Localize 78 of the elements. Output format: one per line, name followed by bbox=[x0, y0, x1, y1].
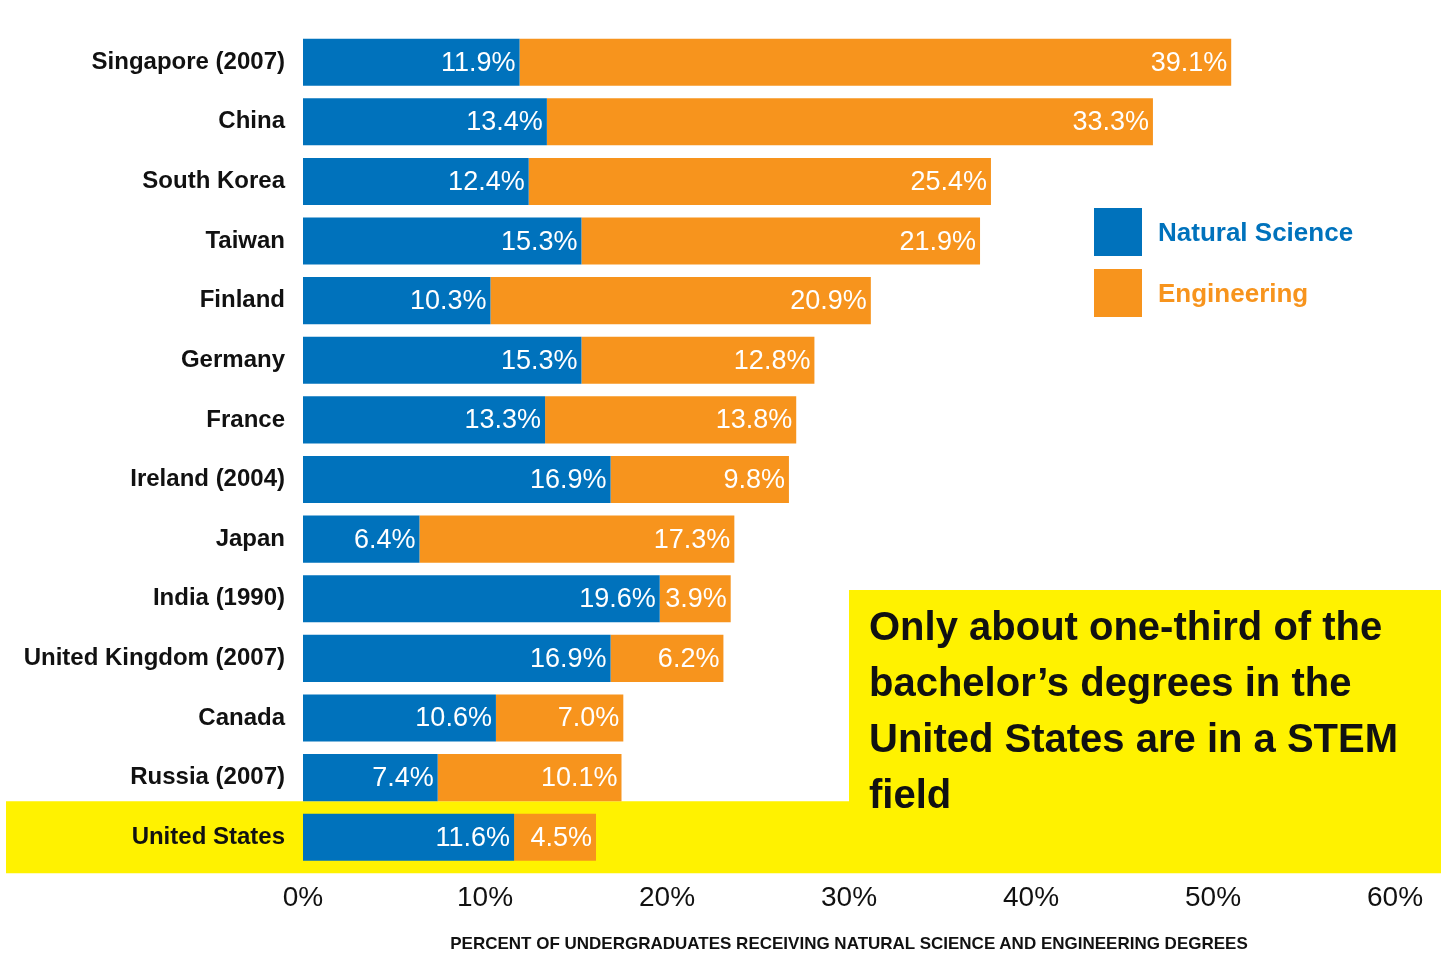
legend-label: Natural Science bbox=[1158, 216, 1354, 248]
data-label: 4.5% bbox=[530, 821, 593, 852]
y-tick-label: Taiwan bbox=[205, 225, 285, 253]
bar bbox=[303, 455, 611, 504]
y-tick-label: Germany bbox=[180, 344, 286, 372]
bar bbox=[495, 694, 624, 742]
data-label: 12.4% bbox=[448, 165, 525, 196]
bar bbox=[303, 575, 660, 623]
data-label: 16.9% bbox=[530, 642, 607, 673]
data-label: 9.8% bbox=[723, 463, 785, 494]
data-label: 12.8% bbox=[733, 344, 811, 375]
bar bbox=[303, 336, 582, 384]
data-label: 39.1% bbox=[1150, 46, 1228, 77]
x-tick-label: 50% bbox=[1184, 880, 1242, 912]
y-tick-label: Singapore (2007) bbox=[91, 46, 285, 74]
data-label: 11.9% bbox=[441, 46, 516, 77]
data-label: 10.6% bbox=[415, 702, 492, 733]
bar bbox=[303, 754, 438, 802]
data-label: 6.4% bbox=[353, 523, 416, 554]
x-tick-label: 40% bbox=[1002, 880, 1060, 912]
bar bbox=[303, 813, 515, 861]
x-axis-title: PERCENT OF UNDERGRADUATES RECEIVING NATURAL SCIENCE AND ENGINEERING DEGREES bbox=[450, 934, 1248, 954]
data-label: 16.9% bbox=[530, 463, 607, 494]
y-tick-label: Japan bbox=[215, 523, 285, 551]
data-label: 11.6% bbox=[435, 821, 511, 852]
y-tick-label: South Korea bbox=[142, 166, 286, 194]
bar bbox=[303, 98, 547, 146]
data-label: 15.3% bbox=[500, 344, 578, 375]
bar bbox=[519, 38, 1232, 86]
data-label: 10.3% bbox=[409, 285, 487, 316]
y-tick-label: Canada bbox=[198, 702, 286, 730]
data-label: 17.3% bbox=[653, 523, 731, 554]
y-tick-label: France bbox=[206, 404, 285, 432]
x-tick-label: 60% bbox=[1366, 880, 1424, 912]
data-label: 19.6% bbox=[579, 583, 656, 614]
bar bbox=[610, 455, 789, 504]
data-label: 6.2% bbox=[657, 642, 720, 673]
y-tick-label: Finland bbox=[199, 285, 285, 313]
data-label: 20.9% bbox=[790, 285, 867, 316]
data-label: 13.4% bbox=[466, 106, 543, 137]
data-label: 13.8% bbox=[715, 404, 793, 435]
bar bbox=[303, 277, 491, 325]
x-tick-label: 30% bbox=[820, 880, 878, 912]
bar bbox=[303, 634, 611, 682]
annotation: Only about one-third of the bachelor’s degrees in the United States are in a STEM field bbox=[849, 590, 1441, 868]
data-label: 21.9% bbox=[899, 225, 977, 256]
data-label: 3.9% bbox=[665, 583, 727, 614]
bar bbox=[303, 515, 420, 563]
data-label: 15.3% bbox=[500, 225, 578, 256]
data-label: 7.0% bbox=[557, 702, 620, 733]
bar bbox=[303, 217, 582, 265]
data-label: 25.4% bbox=[910, 165, 987, 196]
bar bbox=[546, 98, 1153, 146]
bar bbox=[545, 396, 797, 444]
bar bbox=[303, 38, 520, 86]
y-tick-label: United Kingdom (2007) bbox=[23, 642, 285, 670]
y-tick-label: United States bbox=[131, 821, 285, 849]
bar bbox=[303, 694, 496, 742]
y-tick-label: China bbox=[218, 106, 286, 134]
x-tick-label: 20% bbox=[638, 880, 696, 912]
x-tick-label: 10% bbox=[456, 880, 514, 912]
bar bbox=[419, 515, 735, 563]
data-label: 33.3% bbox=[1072, 106, 1149, 137]
data-label: 13.3% bbox=[464, 404, 542, 435]
y-tick-label: Ireland (2004) bbox=[130, 464, 285, 492]
y-tick-label: Russia (2007) bbox=[130, 762, 285, 790]
y-tick-label: India (1990) bbox=[152, 583, 285, 611]
bar bbox=[490, 277, 871, 325]
bar bbox=[303, 396, 546, 444]
x-tick-label: 0% bbox=[282, 880, 324, 912]
bar bbox=[303, 157, 529, 205]
legend-label: Engineering bbox=[1158, 277, 1309, 309]
bar bbox=[528, 157, 991, 205]
data-label: 10.1% bbox=[540, 762, 618, 793]
bar bbox=[437, 754, 622, 802]
bar bbox=[581, 217, 981, 265]
data-label: 7.4% bbox=[372, 762, 434, 793]
bar bbox=[581, 336, 815, 384]
